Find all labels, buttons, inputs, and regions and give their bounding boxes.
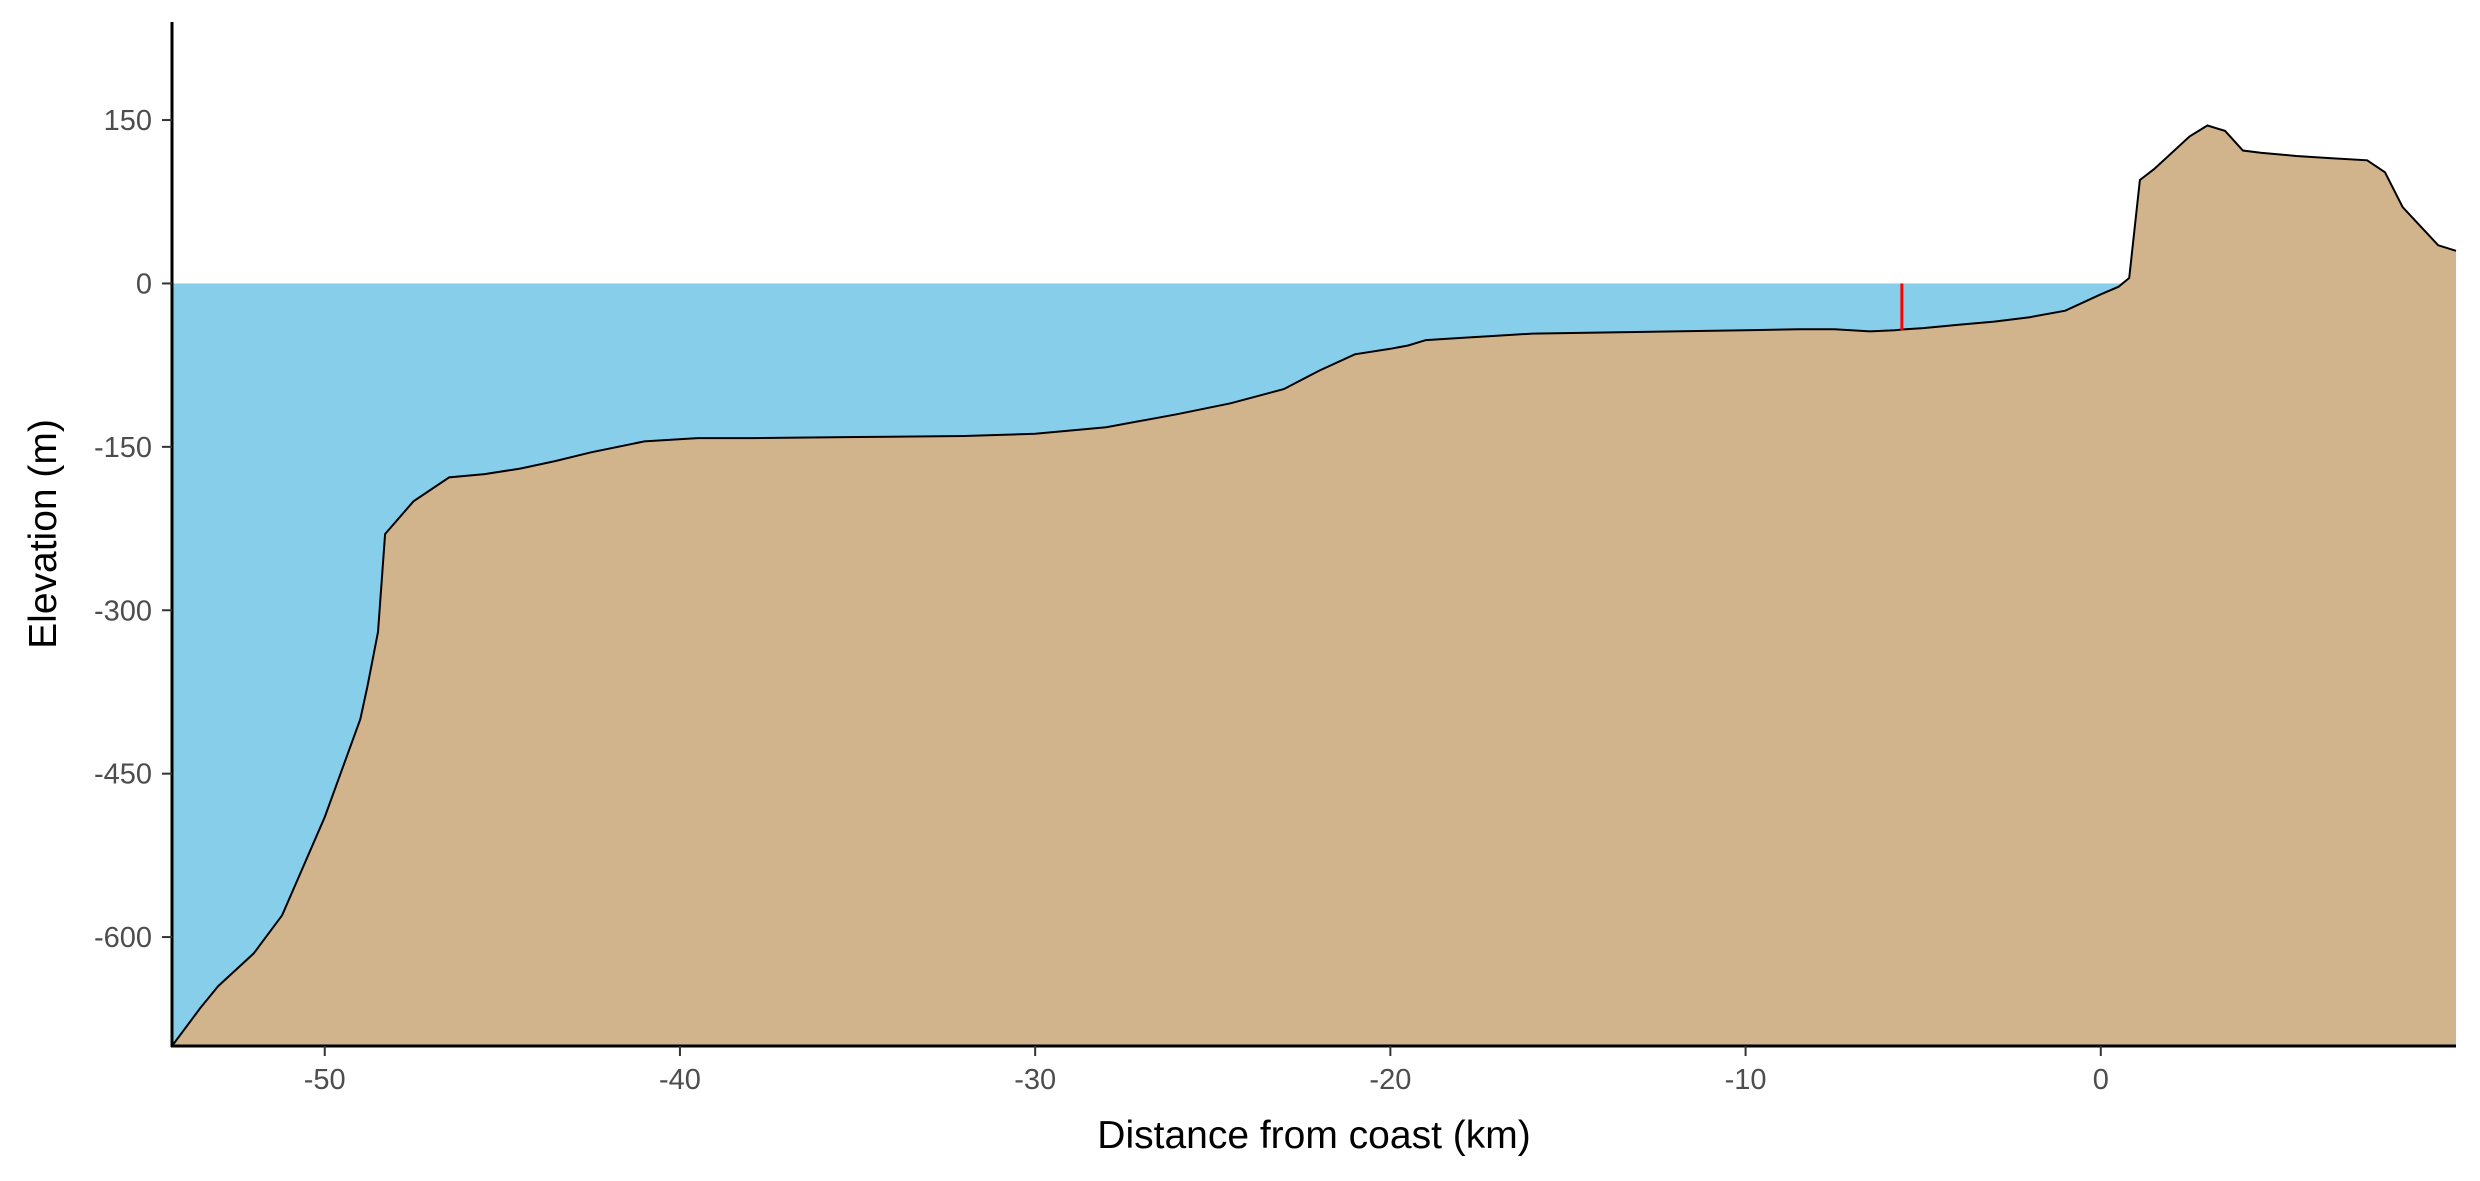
x-tick-label: -10 bbox=[1725, 1064, 1767, 1096]
y-tick-label: -600 bbox=[94, 922, 152, 954]
x-tick-label: -40 bbox=[659, 1064, 701, 1096]
y-tick-label: 0 bbox=[136, 268, 152, 300]
x-axis-title: Distance from coast (km) bbox=[1097, 1114, 1530, 1157]
terrain-area bbox=[172, 125, 2456, 1046]
x-axis-ticks: -50 -40 -30 -20 -10 0 bbox=[304, 1046, 2109, 1096]
x-tick-label: 0 bbox=[2093, 1064, 2109, 1096]
y-tick-label: -300 bbox=[94, 595, 152, 627]
y-axis-ticks: 150 0 -150 -300 -450 -600 bbox=[94, 105, 172, 954]
plot-area bbox=[171, 124, 2457, 1047]
y-axis-title: Elevation (m) bbox=[22, 419, 65, 649]
y-tick-label: -450 bbox=[94, 759, 152, 791]
terrain-outline bbox=[171, 124, 2457, 1047]
x-tick-label: -50 bbox=[304, 1064, 346, 1096]
y-tick-label: 150 bbox=[104, 105, 152, 137]
axes bbox=[170, 22, 2456, 1048]
y-tick-label: -150 bbox=[94, 432, 152, 464]
x-tick-label: -30 bbox=[1014, 1064, 1056, 1096]
x-tick-label: -20 bbox=[1369, 1064, 1411, 1096]
